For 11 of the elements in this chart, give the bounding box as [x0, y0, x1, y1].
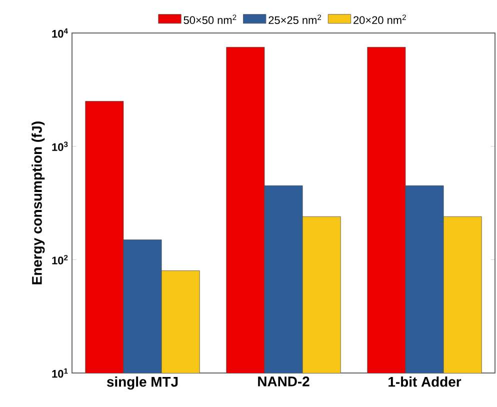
legend-label: 50×50 nm$^{2}$	[184, 14, 236, 24]
y-tick-label: 10$^{1}$	[52, 368, 68, 378]
legend-label: 25×25 nm$^{2}$	[268, 14, 322, 24]
y-tick-label: 10$^{2}$	[52, 254, 68, 264]
x-tick-label: 1-bit Adder	[388, 376, 462, 387]
legend-label: 20×20 nm$^{2}$	[354, 14, 406, 24]
x-tick-label: NAND-2	[258, 376, 310, 386]
y-tick-label: 10$^{3}$	[52, 142, 68, 152]
x-tick-label: single MTJ	[106, 376, 178, 390]
y-tick-label: 10$^{4}$	[52, 28, 68, 38]
y-axis-title: Energy consumption (fJ)	[32, 122, 45, 284]
